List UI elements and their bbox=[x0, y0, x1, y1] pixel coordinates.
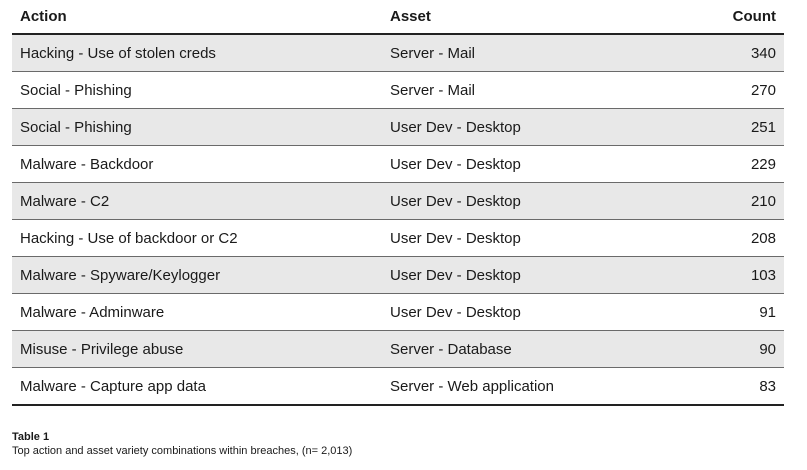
table-row: Misuse - Privilege abuse Server - Databas… bbox=[12, 330, 784, 368]
table-row: Social - Phishing User Dev - Desktop 251 bbox=[12, 108, 784, 146]
cell-action: Malware - Backdoor bbox=[12, 145, 382, 183]
cell-asset: User Dev - Desktop bbox=[382, 145, 698, 183]
cell-asset: User Dev - Desktop bbox=[382, 108, 698, 146]
table-row: Malware - Adminware User Dev - Desktop 91 bbox=[12, 293, 784, 331]
cell-count: 229 bbox=[698, 145, 784, 183]
table-row: Social - Phishing Server - Mail 270 bbox=[12, 71, 784, 109]
cell-asset: Server - Mail bbox=[382, 71, 698, 109]
cell-action: Malware - C2 bbox=[12, 182, 382, 220]
cell-asset: User Dev - Desktop bbox=[382, 293, 698, 331]
cell-action: Hacking - Use of stolen creds bbox=[12, 34, 382, 72]
cell-asset: User Dev - Desktop bbox=[382, 219, 698, 257]
cell-action: Social - Phishing bbox=[12, 71, 382, 109]
cell-asset: Server - Web application bbox=[382, 367, 698, 406]
table-row: Malware - C2 User Dev - Desktop 210 bbox=[12, 182, 784, 220]
cell-action: Social - Phishing bbox=[12, 108, 382, 146]
cell-action: Hacking - Use of backdoor or C2 bbox=[12, 219, 382, 257]
cell-count: 208 bbox=[698, 219, 784, 257]
cell-count: 91 bbox=[698, 293, 784, 331]
cell-asset: Server - Database bbox=[382, 330, 698, 368]
cell-count: 83 bbox=[698, 367, 784, 406]
cell-asset: Server - Mail bbox=[382, 34, 698, 72]
cell-count: 270 bbox=[698, 71, 784, 109]
table-header: Action Asset Count bbox=[12, 0, 784, 35]
cell-action: Malware - Capture app data bbox=[12, 367, 382, 406]
caption-text: Top action and asset variety combination… bbox=[12, 445, 353, 457]
data-table-container: Action Asset Count Hacking - Use of stol… bbox=[12, 0, 784, 406]
table-caption: Table 1 Top action and asset variety com… bbox=[12, 430, 352, 458]
header-action: Action bbox=[12, 0, 382, 35]
cell-asset: User Dev - Desktop bbox=[382, 256, 698, 294]
header-count: Count bbox=[698, 0, 784, 35]
table-row: Malware - Capture app data Server - Web a… bbox=[12, 367, 784, 406]
cell-asset: User Dev - Desktop bbox=[382, 182, 698, 220]
table-body: Hacking - Use of stolen creds Server - Ma… bbox=[12, 34, 784, 406]
cell-action: Misuse - Privilege abuse bbox=[12, 330, 382, 368]
cell-count: 210 bbox=[698, 182, 784, 220]
caption-title: Table 1 bbox=[12, 431, 50, 443]
header-asset: Asset bbox=[382, 0, 698, 35]
cell-count: 340 bbox=[698, 34, 784, 72]
cell-count: 90 bbox=[698, 330, 784, 368]
cell-action: Malware - Adminware bbox=[12, 293, 382, 331]
header-row: Action Asset Count bbox=[12, 0, 784, 35]
table-row: Malware - Backdoor User Dev - Desktop 229 bbox=[12, 145, 784, 183]
breach-combinations-table: Action Asset Count Hacking - Use of stol… bbox=[12, 0, 784, 406]
table-row: Hacking - Use of stolen creds Server - Ma… bbox=[12, 34, 784, 72]
cell-count: 251 bbox=[698, 108, 784, 146]
cell-count: 103 bbox=[698, 256, 784, 294]
cell-action: Malware - Spyware/Keylogger bbox=[12, 256, 382, 294]
table-row: Malware - Spyware/Keylogger User Dev - De… bbox=[12, 256, 784, 294]
table-row: Hacking - Use of backdoor or C2 User Dev … bbox=[12, 219, 784, 257]
